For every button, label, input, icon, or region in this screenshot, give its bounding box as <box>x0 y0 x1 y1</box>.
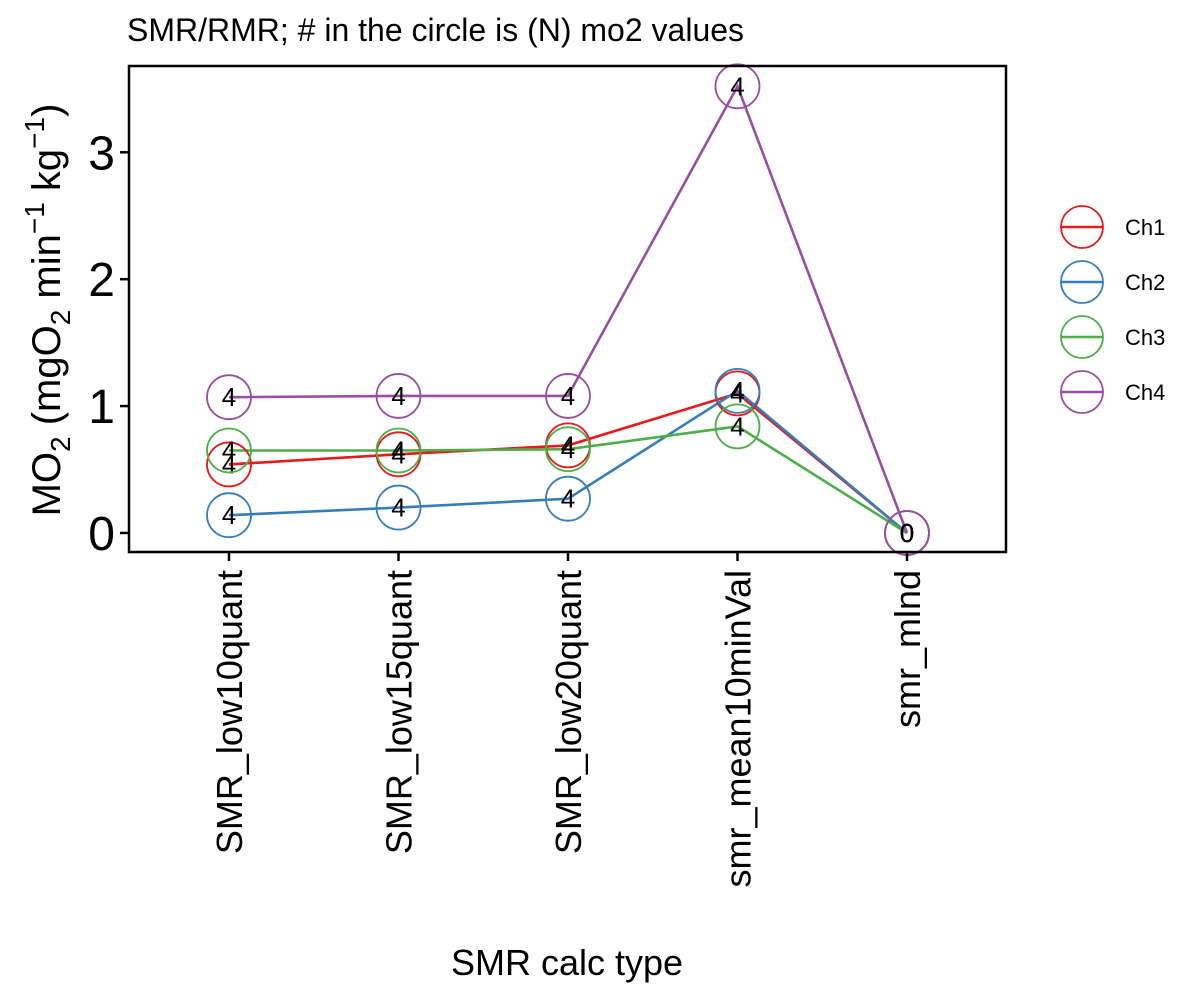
y-axis: 0 1 2 3 <box>88 127 129 561</box>
legend-label-ch2: Ch2 <box>1125 270 1165 295</box>
point-count-label: 4 <box>222 500 236 530</box>
point-count-label: 4 <box>561 434 575 464</box>
point-count-label: 4 <box>391 439 405 469</box>
data-point-ch2 <box>714 367 761 414</box>
x-tick-label: smr_mlnd <box>887 570 928 728</box>
data-point-ch2 <box>206 492 252 539</box>
data-point-ch1 <box>206 441 252 488</box>
x-tick-label: smr_mean10minVal <box>718 570 759 887</box>
data-point-ch3 <box>375 427 422 474</box>
series-line-ch2 <box>228 389 908 534</box>
x-tick-label: SMR_low20quant <box>548 570 589 854</box>
x-tick-label: SMR_low15quant <box>379 570 420 854</box>
point-count-label: 4 <box>222 435 236 465</box>
data-point-ch2 <box>375 484 422 531</box>
data-point-ch2 <box>545 475 591 522</box>
point-count-label: 0 <box>900 518 914 548</box>
point-count-label: 0 <box>900 518 914 548</box>
legend-label-ch3: Ch3 <box>1125 325 1165 350</box>
y-axis-label: MO2 (mgO2 min−1 kg−1) <box>19 104 76 517</box>
panel-border <box>127 64 1008 554</box>
point-count-label: 4 <box>730 378 744 408</box>
point-count-label: 4 <box>561 381 575 411</box>
data-point-ch4 <box>714 63 761 110</box>
y-tick-label: 1 <box>88 381 115 434</box>
point-count-label: 0 <box>900 518 914 548</box>
point-count-label: 4 <box>730 71 744 101</box>
y-tick-label: 2 <box>88 254 115 307</box>
point-count-label: 4 <box>561 484 575 514</box>
point-count-label: 4 <box>222 382 236 412</box>
legend: Ch1 Ch2 Ch3 Ch4 <box>1060 205 1165 414</box>
data-point-ch4 <box>375 373 422 419</box>
y-tick-label: 3 <box>88 127 115 180</box>
x-axis: SMR_low10quant SMR_low15quant SMR_low20qua… <box>209 552 928 887</box>
point-count-label: 4 <box>391 435 405 465</box>
point-count-label: 4 <box>561 430 575 460</box>
legend-label-ch1: Ch1 <box>1125 215 1165 240</box>
point-count-label: 4 <box>730 376 744 406</box>
series-line-ch1 <box>228 391 908 535</box>
series-line-ch3 <box>229 425 908 535</box>
data-point-ch3 <box>545 426 591 473</box>
point-count-label: 4 <box>730 411 744 441</box>
data-point-ch4 <box>206 374 252 421</box>
data-point-ch3 <box>714 403 761 450</box>
chart-title: SMR/RMR; # in the circle is (N) mo2 valu… <box>127 12 744 48</box>
x-tick-label: SMR_low10quant <box>209 570 250 854</box>
data-point-ch4 <box>545 373 591 419</box>
series-line-ch4 <box>228 83 909 534</box>
x-axis-label: SMR calc type <box>451 942 683 983</box>
point-count-label: 4 <box>391 493 405 523</box>
legend-label-ch4: Ch4 <box>1125 380 1165 405</box>
point-count-label: 4 <box>391 381 405 411</box>
point-count-label: 0 <box>900 518 914 548</box>
data-point-ch3 <box>206 427 252 474</box>
plot-area <box>228 83 909 535</box>
y-tick-label: 0 <box>88 508 115 561</box>
